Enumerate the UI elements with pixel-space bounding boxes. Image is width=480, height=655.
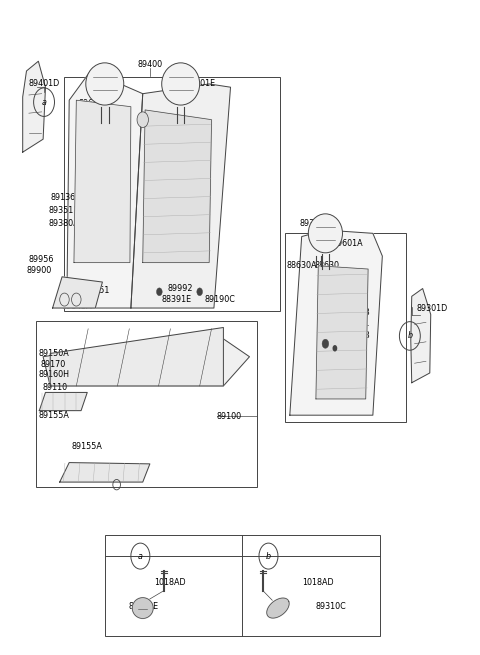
Text: 89150A: 89150A: [38, 349, 69, 358]
Circle shape: [137, 112, 148, 128]
Polygon shape: [23, 61, 46, 152]
Polygon shape: [74, 100, 131, 263]
Bar: [36, 321, 257, 487]
Circle shape: [322, 339, 329, 348]
Bar: [285, 233, 406, 422]
Text: 88630: 88630: [91, 133, 116, 141]
Text: 89040C: 89040C: [90, 142, 120, 151]
Bar: [64, 77, 280, 311]
Text: 89956: 89956: [29, 255, 54, 264]
Polygon shape: [131, 84, 230, 308]
Text: 89992: 89992: [168, 284, 193, 293]
Polygon shape: [53, 277, 102, 308]
Text: 89040: 89040: [340, 297, 365, 306]
Text: 1018AD: 1018AD: [155, 578, 186, 587]
Text: 88630: 88630: [315, 261, 340, 270]
Text: 89601E: 89601E: [185, 79, 216, 88]
Text: 89310C: 89310C: [316, 602, 347, 611]
Bar: [105, 535, 380, 636]
Text: 89301D: 89301D: [417, 303, 448, 312]
Text: 89170: 89170: [41, 360, 66, 369]
Polygon shape: [411, 289, 431, 383]
Text: 89155A: 89155A: [72, 442, 102, 451]
Polygon shape: [316, 266, 368, 399]
Text: 89155A: 89155A: [38, 411, 69, 420]
Text: 89601A: 89601A: [333, 238, 363, 248]
Polygon shape: [267, 598, 289, 618]
Polygon shape: [50, 328, 223, 386]
Text: 89951: 89951: [85, 286, 110, 295]
Text: 89501B: 89501B: [340, 331, 371, 340]
Circle shape: [197, 288, 203, 295]
Text: 89100: 89100: [216, 412, 241, 421]
Circle shape: [333, 345, 337, 352]
Text: 89110: 89110: [42, 383, 67, 392]
Text: 88630: 88630: [180, 139, 206, 147]
Ellipse shape: [308, 214, 343, 253]
Text: 89351R: 89351R: [48, 206, 79, 215]
Text: 89136: 89136: [50, 193, 75, 202]
Text: 88630A: 88630A: [286, 261, 316, 270]
Text: b: b: [266, 552, 271, 561]
Text: 89136: 89136: [340, 344, 365, 353]
Text: 89370B: 89370B: [340, 308, 371, 317]
Polygon shape: [60, 462, 150, 482]
Text: 89601A: 89601A: [79, 99, 109, 108]
Text: 89401D: 89401D: [29, 79, 60, 88]
Text: 1018AD: 1018AD: [301, 578, 333, 587]
Polygon shape: [67, 71, 143, 308]
Text: 89190C: 89190C: [204, 295, 235, 304]
Polygon shape: [39, 392, 87, 411]
Polygon shape: [290, 230, 383, 415]
Text: 89843A: 89843A: [61, 301, 92, 310]
Text: 89601: 89601: [75, 153, 100, 162]
Text: 89160H: 89160H: [38, 371, 70, 379]
Text: 88630A: 88630A: [178, 128, 208, 137]
Text: 89410E: 89410E: [129, 602, 158, 611]
Text: 89351L: 89351L: [340, 319, 369, 328]
Text: 89380A: 89380A: [48, 219, 79, 228]
Text: b: b: [408, 331, 412, 341]
Ellipse shape: [162, 63, 200, 105]
Text: 89300A: 89300A: [300, 219, 330, 228]
Text: 88391E: 88391E: [162, 295, 192, 304]
Ellipse shape: [86, 63, 124, 105]
Text: 89400: 89400: [137, 60, 162, 69]
Circle shape: [156, 288, 162, 295]
Text: a: a: [138, 552, 143, 561]
Text: 88630A: 88630A: [79, 123, 109, 132]
Polygon shape: [43, 331, 250, 386]
Text: 89900: 89900: [26, 266, 52, 275]
Polygon shape: [143, 110, 212, 263]
Text: a: a: [42, 98, 47, 107]
Polygon shape: [132, 597, 153, 618]
